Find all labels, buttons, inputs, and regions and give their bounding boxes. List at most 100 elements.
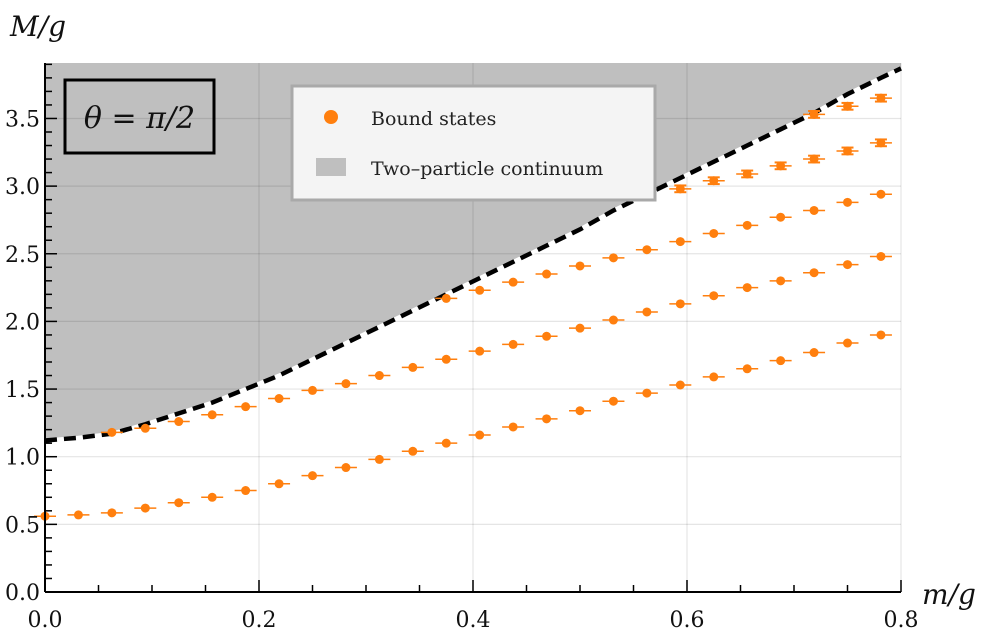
data-point xyxy=(876,189,886,199)
bound-state-series xyxy=(100,251,892,437)
data-point xyxy=(642,307,652,317)
data-point xyxy=(308,385,317,395)
data-point xyxy=(876,330,886,340)
data-point xyxy=(709,228,719,238)
data-point xyxy=(809,268,819,278)
data-point xyxy=(408,446,418,456)
x-tick-label: 0.4 xyxy=(456,608,491,633)
data-point xyxy=(843,338,852,348)
theta-annotation: θ = π/2 xyxy=(84,101,195,136)
data-point xyxy=(843,197,852,207)
axes xyxy=(44,63,902,593)
data-point xyxy=(809,205,819,215)
data-point xyxy=(876,251,886,261)
tick-labels: 0.0 0.5 1.0 1.5 2.0 2.5 3.0 3.5 0.0 0.2 0.4 0.6 0.8 xyxy=(5,107,919,633)
y-tick-label: 1.0 xyxy=(5,446,40,471)
data-point xyxy=(742,220,752,230)
data-point xyxy=(608,396,618,406)
bound-state-series xyxy=(34,330,892,521)
data-point xyxy=(675,237,685,247)
data-point xyxy=(542,331,552,341)
y-tick-label: 3.0 xyxy=(5,175,40,200)
x-axis-title: m/g xyxy=(922,578,976,611)
data-point xyxy=(542,414,552,424)
data-point xyxy=(73,510,83,520)
data-point xyxy=(207,492,217,502)
y-tick-label: 0.0 xyxy=(5,581,40,606)
data-point xyxy=(876,93,886,103)
data-point xyxy=(675,380,685,390)
data-point xyxy=(475,346,485,356)
data-point xyxy=(341,463,351,473)
data-point xyxy=(843,146,852,156)
grid-lines xyxy=(45,63,902,592)
data-point xyxy=(441,354,451,364)
data-point xyxy=(207,410,217,420)
data-point xyxy=(542,269,552,279)
x-tick-label: 0.6 xyxy=(670,608,705,633)
x-tick-label: 0.8 xyxy=(884,608,919,633)
data-point xyxy=(843,260,852,270)
legend-bound-states-marker xyxy=(324,110,338,124)
data-point xyxy=(876,138,886,148)
data-point xyxy=(508,422,518,432)
legend-continuum-label: Two–particle continuum xyxy=(371,158,603,180)
data-point xyxy=(709,176,719,186)
data-point xyxy=(441,438,451,448)
data-point xyxy=(174,498,184,508)
data-point xyxy=(475,285,485,295)
data-point xyxy=(809,154,819,164)
y-tick-label: 0.5 xyxy=(5,513,40,538)
data-point xyxy=(642,388,652,398)
data-point xyxy=(107,508,117,518)
data-point xyxy=(575,406,585,416)
data-point xyxy=(675,299,685,309)
data-point xyxy=(508,339,518,349)
data-point xyxy=(675,184,685,194)
data-point xyxy=(140,423,150,433)
data-point xyxy=(642,245,652,255)
data-point xyxy=(374,371,384,381)
y-tick-label: 2.5 xyxy=(5,243,40,268)
data-point xyxy=(608,253,618,263)
data-point xyxy=(709,372,719,382)
data-point xyxy=(776,212,786,222)
y-tick-label: 2.0 xyxy=(5,310,40,335)
continuum-region xyxy=(45,63,901,441)
data-point xyxy=(408,362,418,372)
y-axis-title: M/g xyxy=(9,10,66,43)
bound-state-series xyxy=(669,138,892,194)
data-point xyxy=(241,402,251,412)
data-point xyxy=(742,283,752,293)
continuum-threshold-line xyxy=(44,66,902,443)
data-point xyxy=(174,417,184,427)
y-tick-label: 3.5 xyxy=(5,107,40,132)
x-tick-label: 0.0 xyxy=(28,608,63,633)
y-tick-label: 1.5 xyxy=(5,378,40,403)
data-point xyxy=(441,293,451,303)
legend-continuum-swatch xyxy=(316,158,346,176)
data-point xyxy=(843,101,852,111)
data-point xyxy=(809,109,819,119)
data-point xyxy=(274,479,284,489)
data-point xyxy=(241,486,251,496)
bound-state-points xyxy=(34,93,892,521)
data-point xyxy=(809,348,819,358)
data-point xyxy=(575,323,585,333)
data-point xyxy=(475,430,485,440)
data-point xyxy=(742,364,752,374)
data-point xyxy=(776,276,786,286)
bound-state-series xyxy=(435,189,892,303)
data-point xyxy=(374,454,384,464)
data-point xyxy=(742,169,752,179)
x-tick-label: 0.2 xyxy=(242,608,277,633)
data-point xyxy=(608,315,618,325)
data-point xyxy=(107,427,117,437)
data-point xyxy=(341,379,351,389)
data-point xyxy=(776,161,786,171)
legend: Bound states Two–particle continuum xyxy=(290,84,657,202)
data-point xyxy=(709,291,719,301)
data-point xyxy=(308,471,317,481)
annotation-box: θ = π/2 xyxy=(63,78,216,155)
